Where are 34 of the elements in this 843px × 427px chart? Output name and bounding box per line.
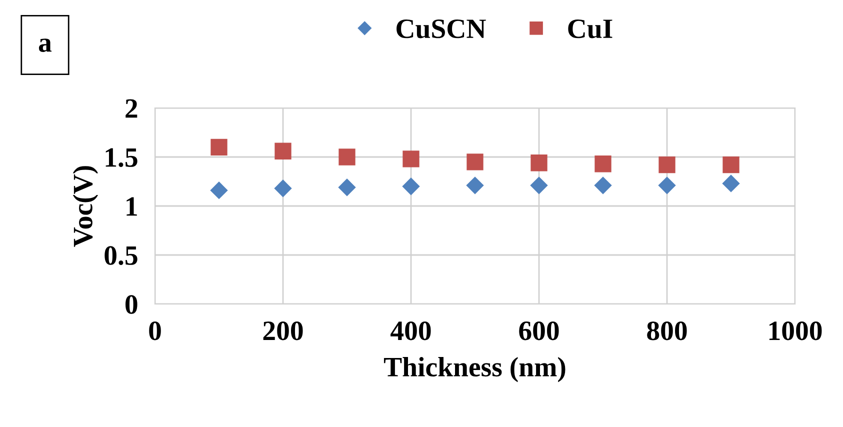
point bbox=[210, 138, 228, 156]
x-tick-label: 400 bbox=[390, 321, 431, 340]
y-tick-label: 1.5 bbox=[106, 148, 138, 168]
point bbox=[466, 154, 484, 170]
x-tick-label: 200 bbox=[263, 321, 303, 340]
point bbox=[402, 178, 420, 196]
point bbox=[722, 174, 740, 192]
point bbox=[722, 156, 740, 174]
x-tick-label: 1000 bbox=[769, 321, 822, 340]
point bbox=[530, 154, 548, 172]
y-tick-label: 1 bbox=[126, 197, 137, 216]
legend-label: CuI bbox=[568, 19, 612, 38]
x-tick-label: 800 bbox=[647, 321, 687, 340]
x-tick-label: 600 bbox=[519, 321, 559, 340]
point bbox=[658, 176, 676, 194]
point bbox=[274, 142, 292, 160]
point bbox=[210, 181, 228, 200]
legend-label: CuSCN bbox=[396, 19, 486, 38]
point bbox=[338, 148, 356, 166]
x-axis-title: Thickness (nm) bbox=[384, 356, 566, 382]
y-tick-label: 0.5 bbox=[104, 246, 138, 266]
text: a bbox=[38, 38, 52, 52]
point bbox=[338, 178, 356, 196]
point bbox=[466, 176, 484, 194]
point bbox=[530, 176, 548, 194]
y-tick-label: 0 bbox=[126, 295, 138, 314]
point bbox=[402, 150, 420, 168]
x-tick-label: 0 bbox=[149, 321, 161, 340]
y-axis-title: Voc(V) bbox=[72, 166, 98, 247]
point bbox=[658, 156, 676, 174]
point bbox=[594, 156, 612, 172]
y-tick-label: 2 bbox=[126, 99, 138, 118]
point bbox=[274, 180, 292, 198]
point bbox=[594, 176, 612, 194]
